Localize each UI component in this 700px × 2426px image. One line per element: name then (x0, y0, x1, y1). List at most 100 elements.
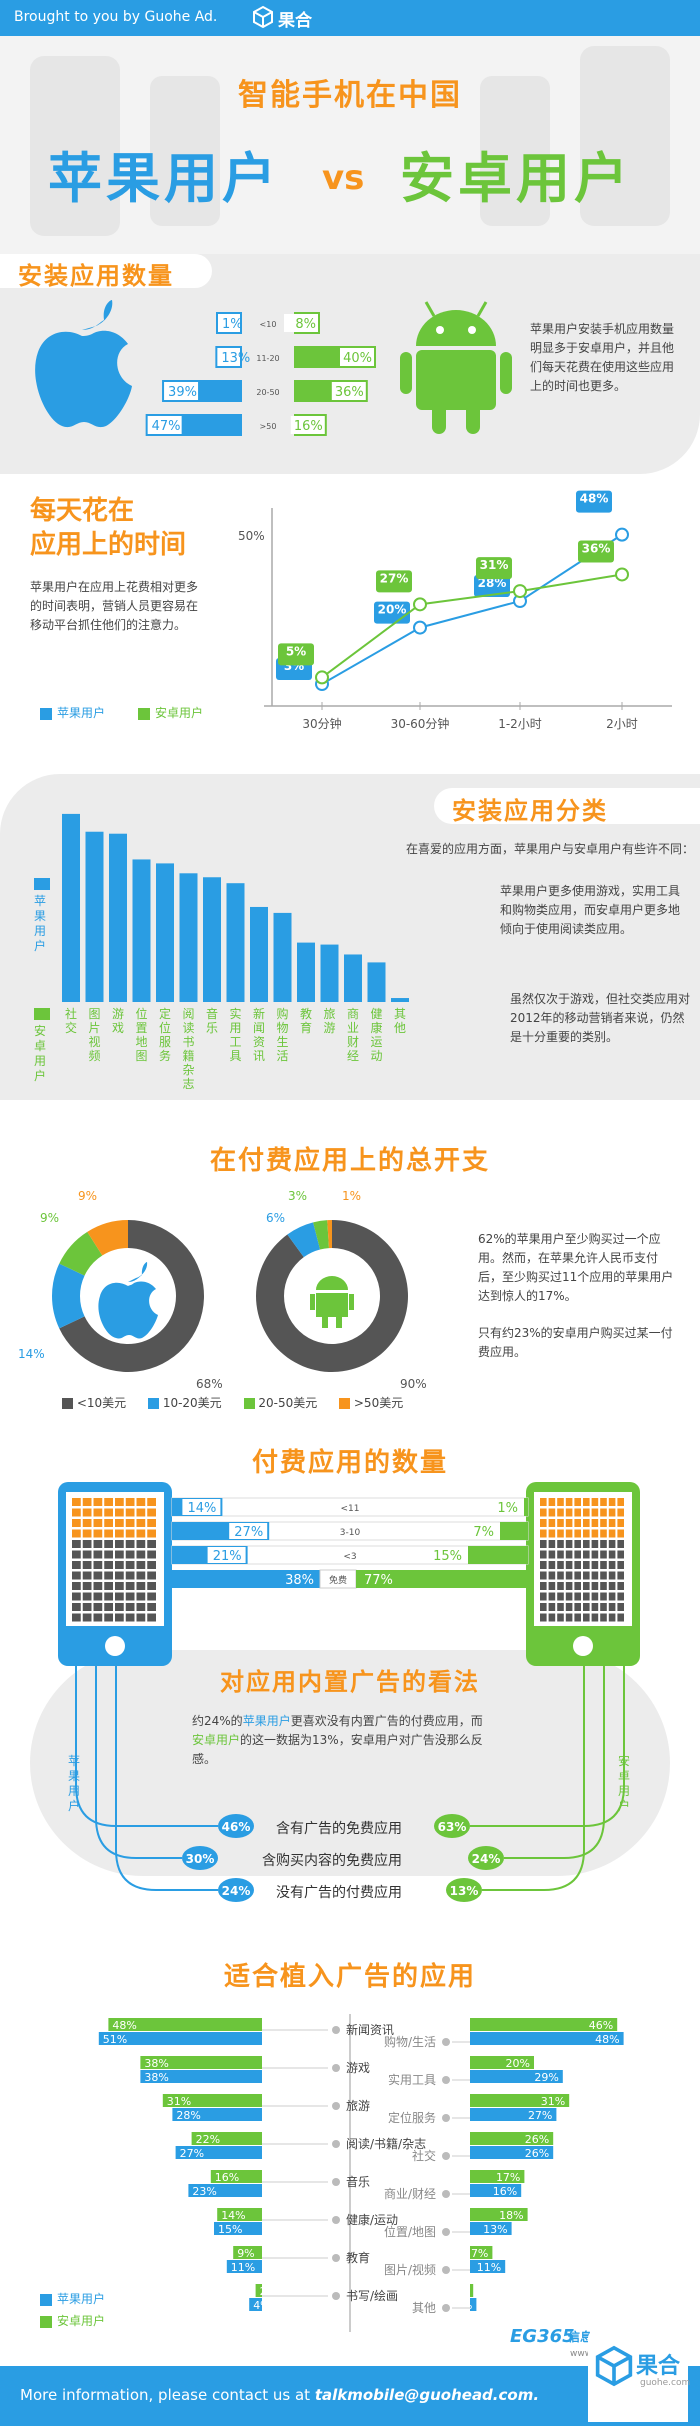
iphone-app-tile (93, 1519, 103, 1527)
android-donut-label: 6% (266, 1211, 285, 1225)
android-phone-app-tile (591, 1540, 599, 1548)
footer-logo-box: 果合 guohe.com (588, 2330, 690, 2422)
category-label: 动 (370, 1049, 382, 1063)
android-phone-app-tile (557, 1498, 564, 1506)
x-tick-label: 30分钟 (302, 716, 341, 731)
paid-bar-android-value: 1% (497, 1501, 518, 1516)
android-phone-app-tile (591, 1519, 599, 1527)
left-bar-android (140, 2056, 262, 2069)
time-legend-apple: 苹果用户 (40, 704, 105, 721)
android-phone-app-tile (548, 1508, 556, 1517)
categories-text-3: 虽然仅次于游戏，但社交类应用对2012年的移动营销者来说，仍然是十分重要的类别。 (510, 992, 691, 1044)
android-phone-app-tile (608, 1540, 616, 1548)
android-phone-app-tile (608, 1603, 616, 1611)
spend-donut-charts: 68% 14% 9% 9% 90% 6%3% 1% (18, 1189, 427, 1391)
section-categories: 安装应用分类 苹果用户 安卓用户 社交图片视频游戏位置地图定位服务阅读书籍杂志音… (0, 758, 700, 1110)
iphone-app-tile (136, 1529, 146, 1538)
right-bar-apple (470, 2108, 557, 2121)
iphone-app-tile (147, 1540, 156, 1548)
android-phone-app-tile (600, 1498, 607, 1506)
android-phone-app-tile (591, 1582, 599, 1590)
android-phone-app-tile (548, 1571, 556, 1580)
data-label: 31% (480, 558, 509, 572)
iphone-app-tile (104, 1498, 113, 1506)
right-bar-android-value: 31% (541, 2095, 565, 2108)
iphone-app-tile (115, 1529, 124, 1538)
iphone-app-tile (125, 1592, 135, 1601)
iphone-app-tile (72, 1592, 81, 1601)
iphone-app-tile (115, 1613, 124, 1622)
paid-bar-apple-value: 21% (213, 1549, 242, 1564)
android-phone-app-tile (548, 1529, 556, 1538)
android-phone-app-tile (591, 1592, 599, 1601)
android-phone-app-tile (574, 1519, 581, 1527)
iphone-app-tile (115, 1519, 124, 1527)
iphone-app-tile (104, 1592, 113, 1601)
categories-text-2: 苹果用户更多使用游戏，实用工具和购物类应用，而安卓用户更多地倾向于使用阅读类应用… (500, 884, 681, 936)
android-phone-app-tile (565, 1540, 573, 1548)
top-bar: Brought to you by Guohe Ad. 果合 (0, 0, 700, 36)
android-phone-app-tile (617, 1603, 624, 1611)
left-bar-android (210, 2170, 262, 2183)
right-node (442, 2266, 450, 2274)
iphone-app-tile (147, 1550, 156, 1559)
category-label: 20-50 (256, 388, 279, 397)
android-phone-app-tile (548, 1592, 556, 1601)
category-label: 教 (300, 1006, 312, 1021)
iphone-app-tile (93, 1592, 103, 1601)
ads-curve-apple (75, 1666, 218, 1827)
suitable-legend-android: 安卓用户 (40, 2312, 105, 2329)
section-title: 在付费应用上的总开支 (209, 1146, 490, 1176)
android-donut-slice (287, 1222, 321, 1258)
android-phone-app-tile (574, 1571, 581, 1580)
right-bar-apple-value: 16% (493, 2185, 517, 2198)
android-phone-app-tile (617, 1613, 624, 1622)
category-label: 具 (229, 1049, 241, 1063)
iphone-app-tile (115, 1508, 124, 1517)
android-phone-app-tile (540, 1540, 547, 1548)
category-label: 视 (88, 1034, 100, 1049)
legend-label: 10-20美元 (162, 1396, 222, 1410)
iphone-app-tile (72, 1519, 81, 1527)
left-bar-android (217, 2208, 262, 2221)
footer-email-link[interactable]: talkmobile@guohead.com. (314, 2386, 540, 2404)
category-label: 商 (347, 1006, 359, 1021)
data-label: 5% (286, 644, 306, 658)
iphone-app-tile (93, 1613, 103, 1622)
android-phone-app-tile (583, 1571, 590, 1580)
category-label: 活 (276, 1049, 288, 1063)
bar-android-value: 16% (294, 419, 323, 434)
spend-legend: <10美元 10-20美元 20-50美元 >50美元 (62, 1394, 403, 1411)
install-count-chart: 1% <10 8% 13% 11-20 40% 39% 20-50 36% 47% >50 16% (145, 312, 376, 436)
category-label: 讯 (253, 1049, 265, 1063)
ads-title: 对应用内置广告的看法 (220, 1668, 480, 1696)
android-phone-app-tile (608, 1498, 616, 1506)
series-line (321, 533, 623, 685)
android-phone-app-tile (617, 1540, 624, 1548)
section-suitable-apps: 适合植入广告的应用 48% 51% 新闻资讯 38% 38% 游戏 31% 28% 旅游 22% 2… (0, 1920, 700, 2366)
iphone-app-tile (72, 1540, 81, 1548)
android-phone-app-tile (574, 1561, 581, 1569)
android-phone-app-tile (600, 1613, 607, 1622)
android-phone-app-tile (565, 1592, 573, 1601)
iphone-app-tile (136, 1550, 146, 1559)
android-phone-app-tile (617, 1582, 624, 1590)
iphone-app-tile (93, 1529, 103, 1538)
iphone-app-tile (147, 1592, 156, 1601)
ads-text-part: 约24%的 (192, 1714, 243, 1728)
footer-contact: More information, please contact us at t… (20, 2386, 539, 2404)
android-phone-app-tile (540, 1613, 547, 1622)
android-phone-app-tile (617, 1571, 624, 1580)
iphone-app-tile (93, 1571, 103, 1580)
android-phone-app-tile (574, 1540, 581, 1548)
android-phone-app-tile (540, 1519, 547, 1527)
series-point (413, 597, 427, 612)
iphone-app-tile (115, 1582, 124, 1590)
left-bar-apple (98, 2032, 262, 2045)
paid-bar-android-value: 77% (364, 1573, 393, 1588)
category-label: <10 (260, 320, 277, 329)
left-category-label: 音乐 (346, 2174, 370, 2189)
left-category-label: 旅游 (346, 2099, 370, 2113)
paid-bar-apple (172, 1570, 320, 1588)
android-phone-app-tile (608, 1561, 616, 1569)
